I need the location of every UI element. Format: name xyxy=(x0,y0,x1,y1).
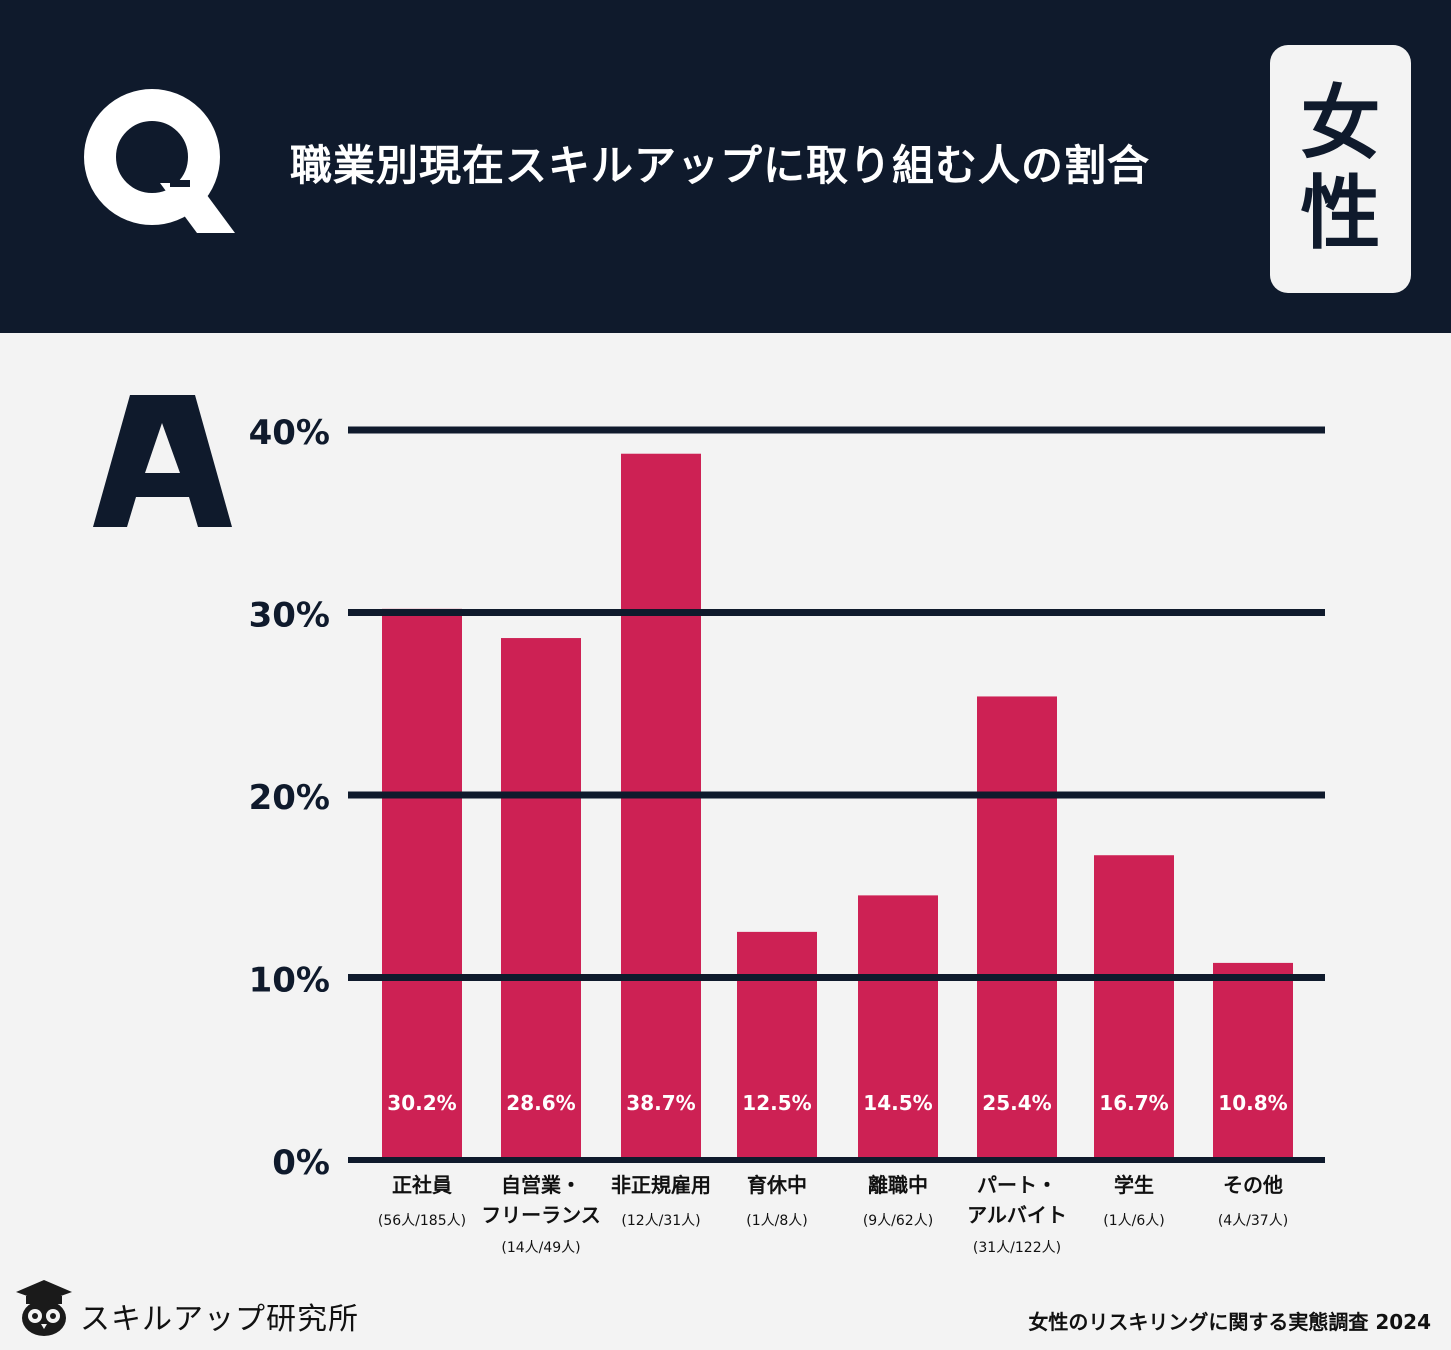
bar-3 xyxy=(737,931,817,1160)
count-label: (9人/62人) xyxy=(863,1213,933,1229)
bar-4 xyxy=(858,895,938,1160)
count-label: (4人/37人) xyxy=(1218,1213,1288,1229)
count-label: (1人/6人) xyxy=(1103,1213,1164,1229)
bar-6 xyxy=(1094,855,1174,1160)
category-label: 自営業・ xyxy=(501,1173,581,1197)
gender-badge-label: 女性 xyxy=(1300,77,1381,260)
data-label: 16.7% xyxy=(1099,1091,1168,1115)
category-label: 育休中 xyxy=(747,1173,807,1197)
bar-5 xyxy=(977,696,1057,1160)
header-banner: Q 職業別現在スキルアップに取り組む人の割合 女性 xyxy=(0,0,1451,333)
category-label: その他 xyxy=(1223,1173,1283,1197)
count-label: (12人/31人) xyxy=(621,1213,700,1229)
y-tick-label: 10% xyxy=(249,961,330,1001)
count-label: (56人/185人) xyxy=(378,1213,466,1229)
data-label: 30.2% xyxy=(387,1091,456,1115)
category-label: 学生 xyxy=(1114,1173,1154,1197)
page-title: 職業別現在スキルアップに取り組む人の割合 xyxy=(290,141,1151,190)
owl-mascot-icon xyxy=(16,1280,72,1336)
a-letter-icon: A xyxy=(93,395,232,527)
data-label: 28.6% xyxy=(506,1091,575,1115)
bar-chart: 0% 10% 20% 30% 40% 30.2% 28.6% 38.7% 12.5% 14.5% 2… xyxy=(249,413,1325,1256)
category-label: パート・ xyxy=(977,1173,1057,1197)
category-label: フリーランス xyxy=(481,1203,601,1227)
q-letter-icon: Q xyxy=(84,89,235,233)
count-label: (31人/122人) xyxy=(973,1240,1061,1256)
data-label: 25.4% xyxy=(982,1091,1051,1115)
bar-2 xyxy=(621,453,701,1161)
data-label: 14.5% xyxy=(863,1091,932,1115)
bar-7 xyxy=(1213,962,1293,1160)
brand-name: スキルアップ研究所 xyxy=(80,1302,359,1337)
category-label: 離職中 xyxy=(868,1173,928,1197)
category-label: アルバイト xyxy=(967,1203,1067,1227)
y-tick-label: 20% xyxy=(249,778,330,818)
bar-1 xyxy=(501,638,581,1160)
y-tick-label: 0% xyxy=(272,1143,330,1183)
data-label: 38.7% xyxy=(626,1091,695,1115)
count-label: (14人/49人) xyxy=(501,1240,580,1256)
category-label: 非正規雇用 xyxy=(611,1173,711,1197)
count-label: (1人/8人) xyxy=(746,1213,807,1229)
y-tick-label: 40% xyxy=(249,413,330,453)
gender-badge: 女性 xyxy=(1270,45,1411,293)
data-label: 10.8% xyxy=(1218,1091,1287,1115)
category-label: 正社員 xyxy=(392,1173,452,1197)
survey-note: 女性のリスキリングに関する実態調査 2024 xyxy=(1028,1310,1431,1334)
bar-0 xyxy=(382,608,462,1160)
data-label: 12.5% xyxy=(742,1091,811,1115)
y-tick-label: 30% xyxy=(249,596,330,636)
